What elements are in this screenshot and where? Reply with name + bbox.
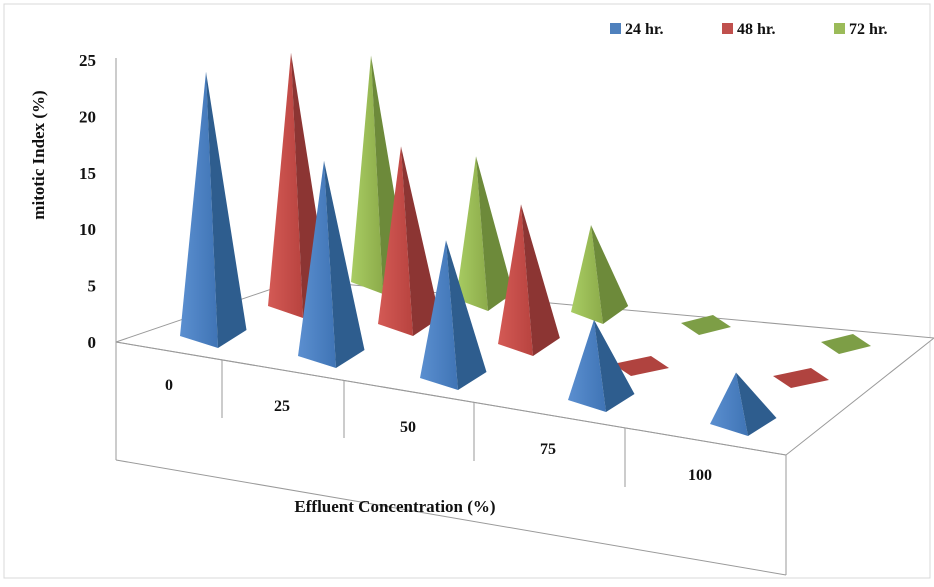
- x-axis-front-edge: [115, 341, 787, 456]
- pyramid-24hr-100: [710, 372, 777, 436]
- flat-tile: [773, 368, 829, 388]
- pyramid-48hr-25: [378, 146, 440, 336]
- legend-label: 72 hr.: [849, 21, 888, 38]
- pyramid-face-left: [568, 319, 606, 412]
- x-tick-label: 0: [165, 377, 173, 394]
- pyramid-48hr-50: [498, 204, 560, 356]
- pyramid-face-left: [456, 156, 488, 311]
- x-tick-label: 75: [540, 441, 556, 458]
- pyramid-face-right: [401, 146, 440, 336]
- pyramid-48hr-100: [773, 368, 829, 388]
- pyramid-72hr-50: [571, 225, 629, 324]
- pyramid-face-left: [298, 160, 336, 368]
- y-axis-base: [115, 459, 787, 576]
- pyramid-face-right: [206, 71, 247, 348]
- pyramid-48hr-75: [613, 356, 669, 376]
- legend: 24 hr. 48 hr. 72 hr.: [610, 21, 888, 38]
- pyramid-face-right: [736, 372, 777, 436]
- pyramid-face-right: [324, 160, 365, 368]
- legend-swatch: [610, 23, 621, 34]
- y-tick-label: 15: [79, 164, 96, 183]
- flat-tile: [613, 356, 669, 376]
- legend-swatch: [722, 23, 733, 34]
- flat-tile: [681, 315, 731, 335]
- pyramid-face-right: [521, 204, 560, 356]
- pyramid-face-right: [476, 156, 514, 311]
- legend-item: 48 hr.: [722, 21, 776, 38]
- y-axis-title: mitotic Index (%): [29, 90, 48, 219]
- x-tick-label: 100: [688, 467, 712, 484]
- pyramid-72hr-75: [681, 315, 731, 335]
- pyramid-face-left: [571, 225, 603, 324]
- pyramid-face-left: [351, 55, 383, 294]
- pyramid-face-left: [498, 204, 533, 356]
- pyramid-24hr-25: [298, 160, 365, 368]
- y-tick-label: 5: [88, 277, 97, 296]
- pyramid-face-right: [591, 225, 629, 324]
- y-tick-label: 25: [79, 51, 96, 70]
- chart-border: [3, 3, 931, 579]
- pyramid-24hr-0: [180, 71, 247, 348]
- legend-swatch: [834, 23, 845, 34]
- pyramid-72hr-100: [821, 334, 871, 354]
- legend-label: 48 hr.: [737, 21, 776, 38]
- pyramid-24hr-50: [420, 240, 487, 390]
- pyramid-face-left: [420, 240, 458, 390]
- y-tick-label: 0: [88, 333, 97, 352]
- legend-label: 24 hr.: [625, 21, 664, 38]
- x-axis-title: Effluent Concentration (%): [294, 497, 495, 516]
- pyramid-72hr-25: [456, 156, 514, 311]
- x-tick-labels: 0 25 50 75 100: [165, 377, 712, 484]
- pyramid-face-left: [378, 146, 413, 336]
- legend-item: 24 hr.: [610, 21, 664, 38]
- pyramid-face-right: [594, 319, 635, 412]
- legend-item: 72 hr.: [834, 21, 888, 38]
- pyramid-face-left: [268, 52, 303, 319]
- y-tick-label: 20: [79, 107, 96, 126]
- pyramid-face-left: [180, 71, 218, 348]
- x-tick-label: 50: [400, 419, 416, 436]
- pyramid-24hr-75: [568, 319, 635, 412]
- x-tick-label: 25: [274, 398, 290, 415]
- pyramid-face-left: [710, 372, 748, 436]
- y-tick-labels: 0 5 10 15 20 25: [79, 51, 96, 352]
- pyramid-face-right: [446, 240, 487, 390]
- chart-marks: [180, 52, 871, 436]
- y-tick-label: 10: [79, 220, 96, 239]
- flat-tile: [821, 334, 871, 354]
